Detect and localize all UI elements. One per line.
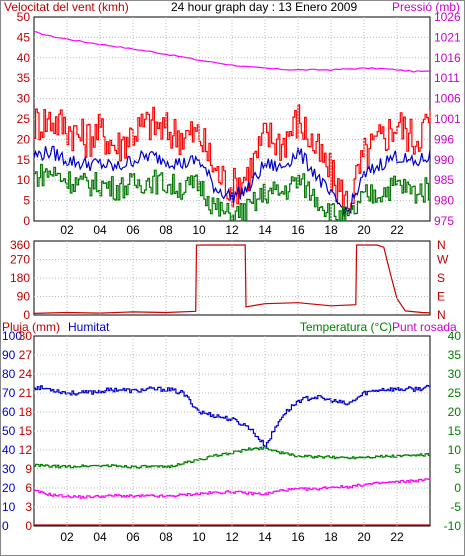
rain-tick-label: 18 <box>19 405 33 419</box>
humidity-tick-label: 80 <box>2 367 16 381</box>
wind-speed-tick-label: 35 <box>17 71 31 85</box>
direction-tick-label: 360 <box>10 238 30 252</box>
wind-speed-tick-label: 25 <box>17 112 31 126</box>
pressure-tick-label: 1021 <box>434 30 461 44</box>
hour-tick-label: 04 <box>93 223 107 237</box>
wind-speed-tick-label: 15 <box>17 153 31 167</box>
temperature-tick-label: 30 <box>448 367 462 381</box>
pressure-tick-label: 985 <box>434 173 454 187</box>
direction-tick-label: 270 <box>10 253 30 267</box>
hour-tick-label: 10 <box>192 530 206 544</box>
rain-tick-label: 30 <box>19 329 33 343</box>
temperature-tick-label: 5 <box>454 462 461 476</box>
wind-speed-tick-label: 40 <box>17 51 31 65</box>
direction-tick-label: 180 <box>10 271 30 285</box>
rain-tick-label: 27 <box>19 348 33 362</box>
compass-tick-label: S <box>437 271 445 285</box>
temperature-tick-label: 0 <box>454 481 461 495</box>
hour-tick-label: 12 <box>225 223 239 237</box>
graph-title: 24 hour graph day : 13 Enero 2009 <box>171 0 357 14</box>
hour-tick-label: 14 <box>258 223 272 237</box>
rain-tick-label: 24 <box>19 367 33 381</box>
temperature-axis-label: Temperatura (°C) <box>300 320 392 334</box>
hour-tick-label: 22 <box>390 530 404 544</box>
hour-tick-label: 16 <box>291 223 305 237</box>
temperature-tick-label: 15 <box>448 424 462 438</box>
wind-speed-tick-label: 10 <box>17 173 31 187</box>
temperature-tick-label: -10 <box>444 519 462 533</box>
humidity-tick-label: 70 <box>2 386 16 400</box>
hour-tick-label: 08 <box>159 530 173 544</box>
wind-speed-tick-label: 20 <box>17 132 31 146</box>
hour-tick-label: 08 <box>159 223 173 237</box>
wind-speed-tick-label: 30 <box>17 92 31 106</box>
hour-tick-label: 04 <box>93 530 107 544</box>
temperature-tick-label: 35 <box>448 348 462 362</box>
hour-tick-label: 22 <box>390 223 404 237</box>
wind-speed-tick-label: 45 <box>17 30 31 44</box>
wind-speed-tick-label: 0 <box>23 214 30 228</box>
hour-tick-label: 02 <box>60 223 74 237</box>
wind-speed-tick-label: 50 <box>17 10 31 24</box>
temperature-tick-label: 20 <box>448 405 462 419</box>
rain-tick-label: 0 <box>25 519 32 533</box>
compass-tick-label: N <box>437 238 446 252</box>
hour-tick-label: 18 <box>324 530 338 544</box>
rain-tick-label: 12 <box>19 443 33 457</box>
pressure-tick-label: 1006 <box>434 92 461 106</box>
pressure-tick-label: 1011 <box>434 71 460 85</box>
hour-tick-label: 14 <box>258 530 272 544</box>
hour-tick-label: 02 <box>60 530 74 544</box>
pressure-tick-label: 980 <box>434 194 454 208</box>
pressure-tick-label: 996 <box>434 132 454 146</box>
pressure-tick-label: 975 <box>434 214 454 228</box>
humidity-tick-label: 30 <box>2 462 16 476</box>
compass-tick-label: W <box>437 253 449 267</box>
temperature-tick-label: 10 <box>448 443 462 457</box>
humidity-tick-label: 40 <box>2 443 16 457</box>
temperature-tick-label: 40 <box>448 329 462 343</box>
hour-tick-label: 20 <box>357 530 371 544</box>
rain-tick-label: 15 <box>19 424 33 438</box>
rain-tick-label: 3 <box>25 500 32 514</box>
humidity-tick-label: 60 <box>2 405 16 419</box>
humidity-tick-label: 10 <box>2 500 16 514</box>
wind-speed-axis-label: Velocitat del vent (kmh) <box>4 0 129 14</box>
temperature-tick-label: -5 <box>450 500 461 514</box>
humidity-tick-label: 100 <box>2 329 22 343</box>
hour-tick-label: 20 <box>357 223 371 237</box>
temperature-tick-label: 25 <box>448 386 462 400</box>
dewpoint-axis-label: Punt rosada <box>392 320 457 334</box>
compass-tick-label: E <box>437 290 445 304</box>
wind-speed-tick-label: 5 <box>23 194 30 208</box>
pressure-tick-label: 990 <box>434 153 454 167</box>
rain-axis-label: Pluja (mm) <box>2 320 60 334</box>
humidity-tick-label: 0 <box>2 519 9 533</box>
humidity-tick-label: 50 <box>2 424 16 438</box>
rain-tick-label: 9 <box>25 462 32 476</box>
hour-tick-label: 06 <box>126 223 140 237</box>
compass-tick-label: N <box>437 308 446 322</box>
pressure-axis-label: Pressió (mb) <box>392 0 460 14</box>
humidity-label: Humitat <box>68 320 110 334</box>
humidity-tick-label: 20 <box>2 481 16 495</box>
humidity-series <box>34 384 431 449</box>
direction-tick-label: 90 <box>17 290 31 304</box>
hour-tick-label: 16 <box>291 530 305 544</box>
hour-tick-label: 12 <box>225 530 239 544</box>
rain-tick-label: 21 <box>19 386 33 400</box>
pressure-tick-label: 1001 <box>434 112 461 126</box>
pressure-tick-label: 1026 <box>434 10 461 24</box>
direction-tick-label: 0 <box>23 308 30 322</box>
hour-tick-label: 18 <box>324 223 338 237</box>
hour-tick-label: 10 <box>192 223 206 237</box>
direction-series <box>33 244 431 314</box>
rain-tick-label: 6 <box>25 481 32 495</box>
humidity-tick-label: 90 <box>2 348 16 362</box>
pressure-tick-label: 1016 <box>434 51 461 65</box>
hour-tick-label: 06 <box>126 530 140 544</box>
